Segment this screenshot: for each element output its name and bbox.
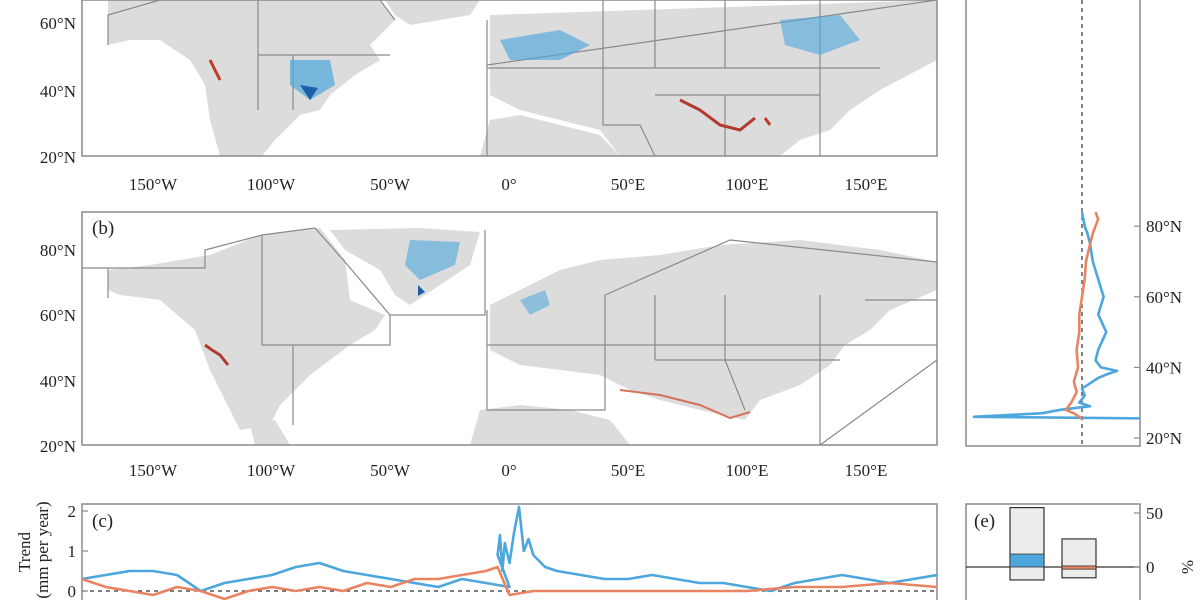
panel-a-lon-tick-150e: 150°E xyxy=(845,175,888,194)
panel-e-chart: 50 0 (e) % xyxy=(965,503,1197,600)
north-america-land xyxy=(108,0,395,156)
panel-a-lon-tick-100w: 100°W xyxy=(247,175,296,194)
greenland-land-b xyxy=(330,228,480,305)
panel-d-tick-label-40: 40°N xyxy=(1146,358,1182,377)
panel-b-lon-tick-100w: 100°W xyxy=(247,461,296,480)
north-america-land-b xyxy=(108,228,385,430)
panel-e-bars xyxy=(1009,507,1097,581)
panel-e-box-blue xyxy=(1009,507,1045,581)
panel-d-chart: 20°N 40°N 60°N 80°N xyxy=(965,0,1182,448)
asia-red-band-b xyxy=(619,389,751,420)
panel-c-ylabel-line2: (mm per year) xyxy=(33,501,52,598)
panel-d-tick-label-60: 60°N xyxy=(1146,288,1182,307)
panel-d-series xyxy=(972,211,1140,420)
panel-c-tick-label-2: 2 xyxy=(68,502,77,521)
panel-c-y-ticks: 0 1 2 xyxy=(68,502,88,600)
panel-a-lat-tick-40: 40°N xyxy=(40,82,76,101)
panel-e-fill-orange xyxy=(1061,565,1097,570)
panel-a-lat-tick-60: 60°N xyxy=(40,14,76,33)
panel-b-lon-tick-0: 0° xyxy=(501,461,516,480)
panel-c-series xyxy=(82,505,937,600)
panel-d-series-blue xyxy=(972,211,1140,420)
panel-c-chart: 0 1 2 (c) Trend (mm per year) xyxy=(15,501,938,600)
panel-b-lon-tick-50e: 50°E xyxy=(611,461,645,480)
panel-b-lon-tick-150e: 150°E xyxy=(845,461,888,480)
panel-b-lon-tick-100e: 100°E xyxy=(726,461,769,480)
panel-b-lat-tick-80: 80°N xyxy=(40,241,76,260)
panel-b-land xyxy=(82,227,937,445)
panel-a-lon-tick-150w: 150°W xyxy=(129,175,178,194)
panel-e-tick-label-50: 50 xyxy=(1146,504,1163,523)
panel-c-ylabel-line1: Trend xyxy=(15,532,34,572)
panel-e-label: (e) xyxy=(974,511,995,532)
panel-a-lon-tick-0: 0° xyxy=(501,175,516,194)
greenland-land xyxy=(385,0,480,25)
greenland-blue-patch-b xyxy=(405,240,460,280)
panel-b-lon-tick-150w: 150°W xyxy=(129,461,178,480)
europe-blue-patch-a xyxy=(500,30,590,60)
panel-d-tick-label-20: 20°N xyxy=(1146,429,1182,448)
greenland-dark-blue-b xyxy=(418,285,425,296)
panel-e-box-orange xyxy=(1061,538,1097,579)
panel-e-ylabel: % xyxy=(1178,560,1197,574)
africa-land-b xyxy=(470,405,630,445)
panel-c-tick-label-0: 0 xyxy=(68,582,77,600)
panel-b-lon-tick-50w: 50°W xyxy=(370,461,411,480)
panel-d-y-ticks: 20°N 40°N 60°N 80°N xyxy=(1134,217,1182,448)
panel-d-frame xyxy=(965,0,1141,447)
na-red-band-b xyxy=(204,343,230,366)
panel-e-y-ticks: 50 0 xyxy=(1134,504,1163,577)
asia-red-patch-a xyxy=(763,117,772,126)
panel-e-fill-blue xyxy=(1009,553,1045,568)
panel-c-series-blue xyxy=(82,505,937,593)
panel-d-series-orange xyxy=(1064,211,1100,420)
panel-a-lon-tick-100e: 100°E xyxy=(726,175,769,194)
panel-a-lon-tick-50e: 50°E xyxy=(611,175,645,194)
panel-b-lat-tick-60: 60°N xyxy=(40,306,76,325)
panel-d-tick-label-80: 80°N xyxy=(1146,217,1182,236)
south-america-land-b xyxy=(250,420,290,445)
panel-b-lat-tick-20: 20°N xyxy=(40,437,76,456)
europe-blue-patch-b xyxy=(520,290,550,315)
eurasia-land-b xyxy=(490,240,937,420)
asia-red-band-a xyxy=(679,98,756,132)
panel-b-frame xyxy=(81,211,938,446)
panel-e-tick-label-0: 0 xyxy=(1146,558,1155,577)
panel-a-frame xyxy=(81,0,938,157)
panel-e-frame xyxy=(965,503,1141,600)
region-boundaries-b xyxy=(82,227,937,445)
panel-a-map: 60°N 40°N 20°N 150°W 100°W 50°W 0° 50°E … xyxy=(40,0,938,194)
panel-b-lat-tick-40: 40°N xyxy=(40,372,76,391)
panel-b-map: (b) 80°N 60°N 40°N 20°N 150°W 100°W 50°W… xyxy=(40,211,938,480)
na-blue-patch-a xyxy=(290,60,335,100)
panel-a-land xyxy=(107,0,937,156)
panel-c-tick-label-1: 1 xyxy=(68,542,77,561)
panel-c-series-orange xyxy=(82,565,937,600)
north-america-red-strip-a xyxy=(208,59,222,81)
na-dark-blue-patch-a xyxy=(300,85,318,100)
panel-a-lat-tick-20: 20°N xyxy=(40,148,76,167)
panel-c-frame xyxy=(81,503,938,600)
africa-land xyxy=(480,115,620,156)
panel-c-label: (c) xyxy=(92,511,113,532)
panel-b-label: (b) xyxy=(92,218,114,239)
panel-a-lon-tick-50w: 50°W xyxy=(370,175,411,194)
east-asia-blue-patch-a xyxy=(780,15,860,55)
